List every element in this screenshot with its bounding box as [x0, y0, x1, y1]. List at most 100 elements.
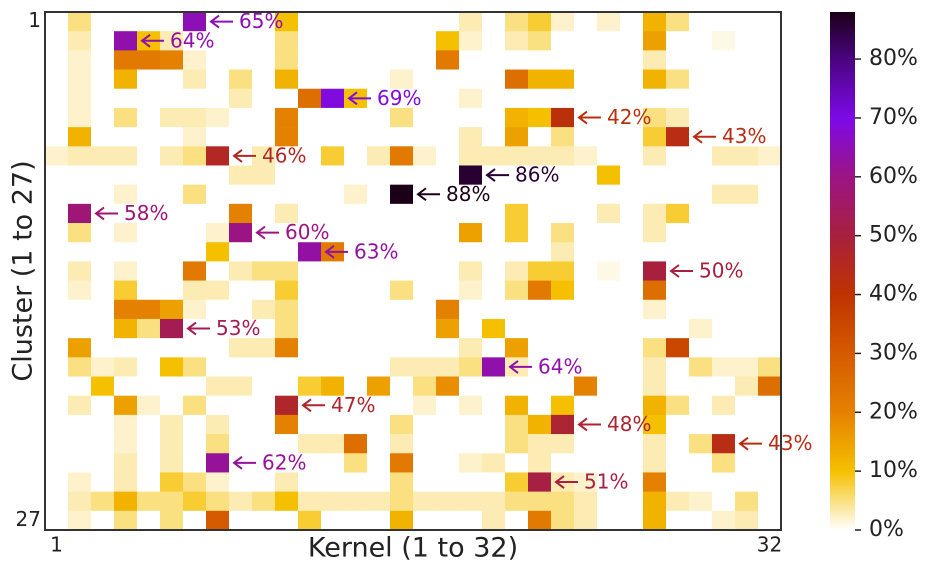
heatmap-cell [114, 318, 138, 339]
heatmap-cell [735, 127, 759, 147]
heatmap-cell [137, 395, 161, 416]
heatmap-cell [528, 146, 552, 166]
heatmap-cell [528, 223, 552, 243]
heatmap-cell [712, 127, 736, 147]
heatmap-cell [160, 165, 184, 185]
heatmap-cell [229, 107, 253, 128]
heatmap-cell [344, 434, 368, 454]
heatmap-cell [91, 510, 115, 531]
heatmap-cell [413, 261, 437, 281]
heatmap-cell [298, 223, 322, 243]
annotation-label: 47% [331, 393, 375, 417]
heatmap-cell [413, 69, 437, 90]
heatmap-cell [390, 88, 414, 109]
heatmap-cell [482, 127, 506, 147]
heatmap-cell [574, 376, 598, 397]
heatmap-cell [91, 357, 115, 377]
heatmap-cell [45, 261, 69, 281]
heatmap-cell [482, 510, 506, 531]
heatmap-cell [91, 165, 115, 185]
heatmap-cell [758, 165, 782, 185]
heatmap-cell [137, 376, 161, 397]
heatmap-cell [620, 107, 644, 128]
heatmap-cell [666, 338, 690, 358]
heatmap-cell [298, 491, 322, 512]
heatmap-cell [206, 510, 230, 531]
heatmap-cell [482, 434, 506, 454]
heatmap-cell [114, 453, 138, 473]
heatmap-cell [459, 242, 483, 262]
heatmap-cell [390, 107, 414, 128]
heatmap-cell [91, 472, 115, 492]
heatmap-cell [137, 338, 161, 358]
heatmap-cell [413, 223, 437, 243]
heatmap-cell [91, 491, 115, 512]
heatmap-cell [321, 357, 345, 377]
heatmap-cell [160, 338, 184, 358]
heatmap-cell [597, 31, 621, 51]
heatmap-cell [666, 184, 690, 205]
heatmap-cell [160, 434, 184, 454]
heatmap-cell [206, 261, 230, 281]
heatmap-cell [413, 299, 437, 320]
heatmap-cell [689, 12, 713, 32]
heatmap-cell [321, 338, 345, 358]
heatmap-cell [551, 491, 575, 512]
heatmap-cell [45, 491, 69, 512]
heatmap-cell [597, 472, 621, 492]
annotation-label: 53% [216, 316, 260, 340]
heatmap-cell [137, 510, 161, 531]
heatmap-cell [597, 12, 621, 32]
heatmap-cell [574, 395, 598, 416]
heatmap-cell [436, 146, 460, 166]
heatmap-cell [390, 318, 414, 339]
heatmap-cell [758, 69, 782, 90]
heatmap-cell [114, 299, 138, 320]
heatmap-cell [758, 299, 782, 320]
heatmap-cell [459, 107, 483, 128]
heatmap-cell [643, 127, 667, 147]
heatmap-cell [183, 491, 207, 512]
heatmap-cell [436, 165, 460, 185]
annotation-arrowhead [255, 225, 266, 240]
heatmap-cell [367, 165, 391, 185]
heatmap-cell [505, 203, 529, 224]
heatmap-cell [229, 376, 253, 397]
heatmap-cell [620, 491, 644, 512]
heatmap-cell [114, 31, 138, 51]
heatmap-cell [183, 31, 207, 51]
heatmap-cell [160, 510, 184, 531]
heatmap-cell [390, 261, 414, 281]
heatmap-cell [459, 223, 483, 243]
heatmap-cell [45, 318, 69, 339]
heatmap-cell [551, 242, 575, 262]
heatmap-cell [91, 414, 115, 435]
heatmap-cell [390, 472, 414, 492]
heatmap-cell [436, 434, 460, 454]
heatmap-cell [390, 165, 414, 185]
heatmap-cell [459, 338, 483, 358]
annotation-arrowhead [577, 417, 588, 432]
heatmap-cell [597, 299, 621, 320]
heatmap-cell [206, 223, 230, 243]
heatmap-cell [68, 510, 92, 531]
heatmap-cell [505, 338, 529, 358]
heatmap-cell [344, 184, 368, 205]
heatmap-cell [436, 127, 460, 147]
heatmap-cell [114, 491, 138, 512]
heatmap-cell [666, 395, 690, 416]
heatmap-cell [528, 165, 552, 185]
heatmap-cell [551, 88, 575, 109]
heatmap-cell [643, 299, 667, 320]
heatmap-cell [321, 88, 345, 109]
heatmap-cell [735, 280, 759, 301]
annotation-label: 69% [377, 86, 421, 110]
heatmap-cell [252, 510, 276, 531]
heatmap-cell [758, 223, 782, 243]
annotation-arrowhead [209, 14, 220, 29]
heatmap-cell [252, 107, 276, 128]
heatmap-cell [574, 88, 598, 109]
heatmap-cell [91, 261, 115, 281]
heatmap-cell [528, 12, 552, 32]
heatmap-cell [45, 299, 69, 320]
